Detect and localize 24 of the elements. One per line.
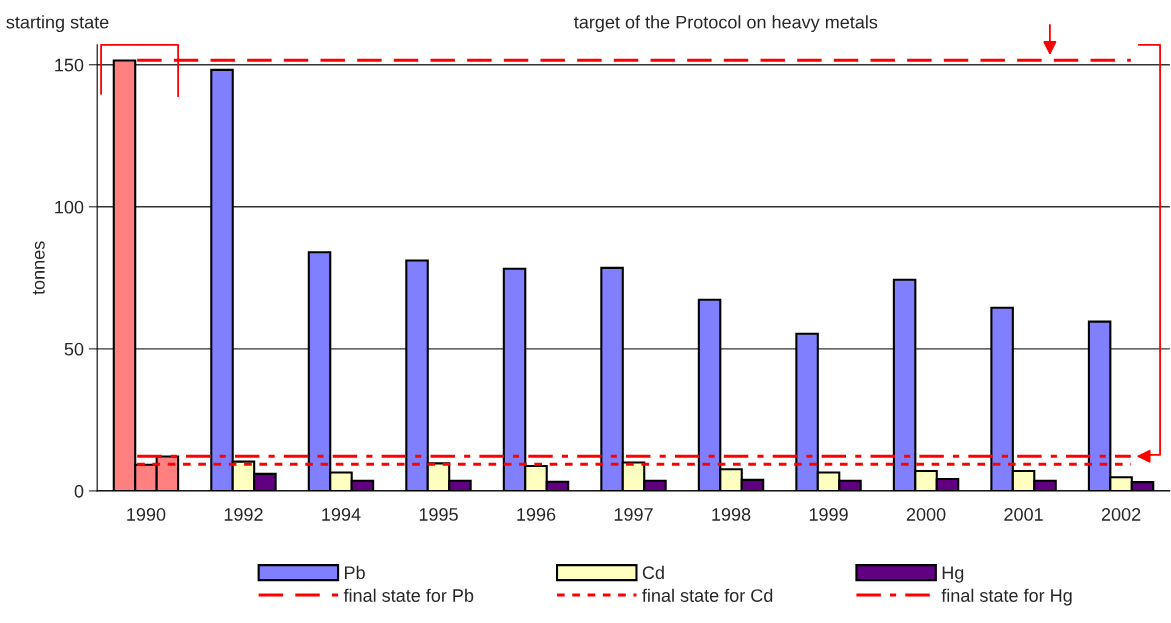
x-tick-label: 2001 bbox=[1004, 508, 1043, 521]
legend-label: final state for Hg bbox=[941, 588, 1072, 606]
legend-label: Cd bbox=[642, 565, 664, 580]
x-tick-label: 1990 bbox=[127, 508, 166, 521]
x-tick-label: 1995 bbox=[419, 508, 458, 521]
legend-label: Hg bbox=[942, 566, 964, 583]
y-tick-label: 0 bbox=[74, 484, 84, 498]
legend-label: Pb bbox=[345, 565, 365, 580]
x-tick-label: 1992 bbox=[224, 508, 263, 521]
x-tick-label: 2000 bbox=[906, 508, 946, 521]
x-tick-label: 1997 bbox=[614, 508, 653, 521]
x-tick-label: 1994 bbox=[322, 508, 361, 521]
legend-label: final state for Cd bbox=[642, 588, 773, 602]
x-tick-label: 1998 bbox=[712, 508, 751, 521]
y-tick-label: 150 bbox=[55, 58, 84, 72]
x-tick-label: 1996 bbox=[517, 508, 556, 521]
y-tick-label: 100 bbox=[55, 200, 84, 214]
y-axis-title: tonnes bbox=[32, 241, 45, 295]
x-tick-label: 1999 bbox=[809, 508, 848, 521]
legend-label: final state for Pb bbox=[343, 588, 474, 602]
text: target of the Protocol on heavy metals bbox=[574, 15, 878, 33]
x-tick-label: 2002 bbox=[1101, 508, 1141, 521]
text: starting state bbox=[6, 15, 109, 33]
y-tick-label: 50 bbox=[64, 342, 84, 356]
